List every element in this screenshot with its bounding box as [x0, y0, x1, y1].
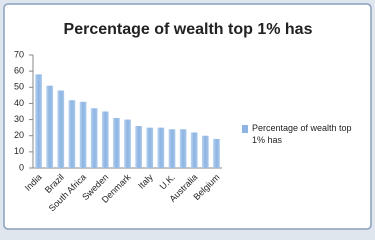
page: {"chart_data": {"type": "bar", "title": …	[3, 3, 372, 230]
bar	[79, 101, 87, 168]
bar	[46, 85, 54, 168]
bar	[146, 127, 154, 168]
bar	[201, 135, 209, 168]
y-tick-label: 20	[14, 130, 24, 140]
bar	[168, 129, 176, 168]
bar	[68, 100, 76, 168]
bar	[101, 111, 109, 168]
bar	[135, 126, 142, 168]
chart: Percentage of wealth top 1% has 0 10 20 30 4…	[3, 3, 372, 230]
y-tick-label: 10	[14, 146, 24, 156]
chart-title: Percentage of wealth top 1% has	[64, 21, 313, 38]
y-tick-label: 40	[14, 98, 24, 108]
legend-label: Percentage of wealth top 1% has	[252, 123, 352, 145]
bar	[113, 117, 120, 168]
chart-area	[3, 3, 372, 230]
y-tick-label: 60	[14, 66, 24, 76]
bar	[190, 132, 198, 168]
bar	[57, 90, 65, 168]
bar	[35, 74, 42, 168]
y-tick-label: 70	[14, 49, 24, 59]
bar	[213, 138, 220, 168]
bar	[179, 129, 187, 168]
bar	[157, 127, 165, 168]
y-tick-label: 30	[14, 114, 24, 124]
bar	[90, 108, 98, 168]
y-tick-label: 50	[14, 82, 24, 92]
legend-swatch	[242, 125, 248, 133]
y-tick-label: 0	[19, 162, 24, 172]
bar	[124, 119, 131, 168]
